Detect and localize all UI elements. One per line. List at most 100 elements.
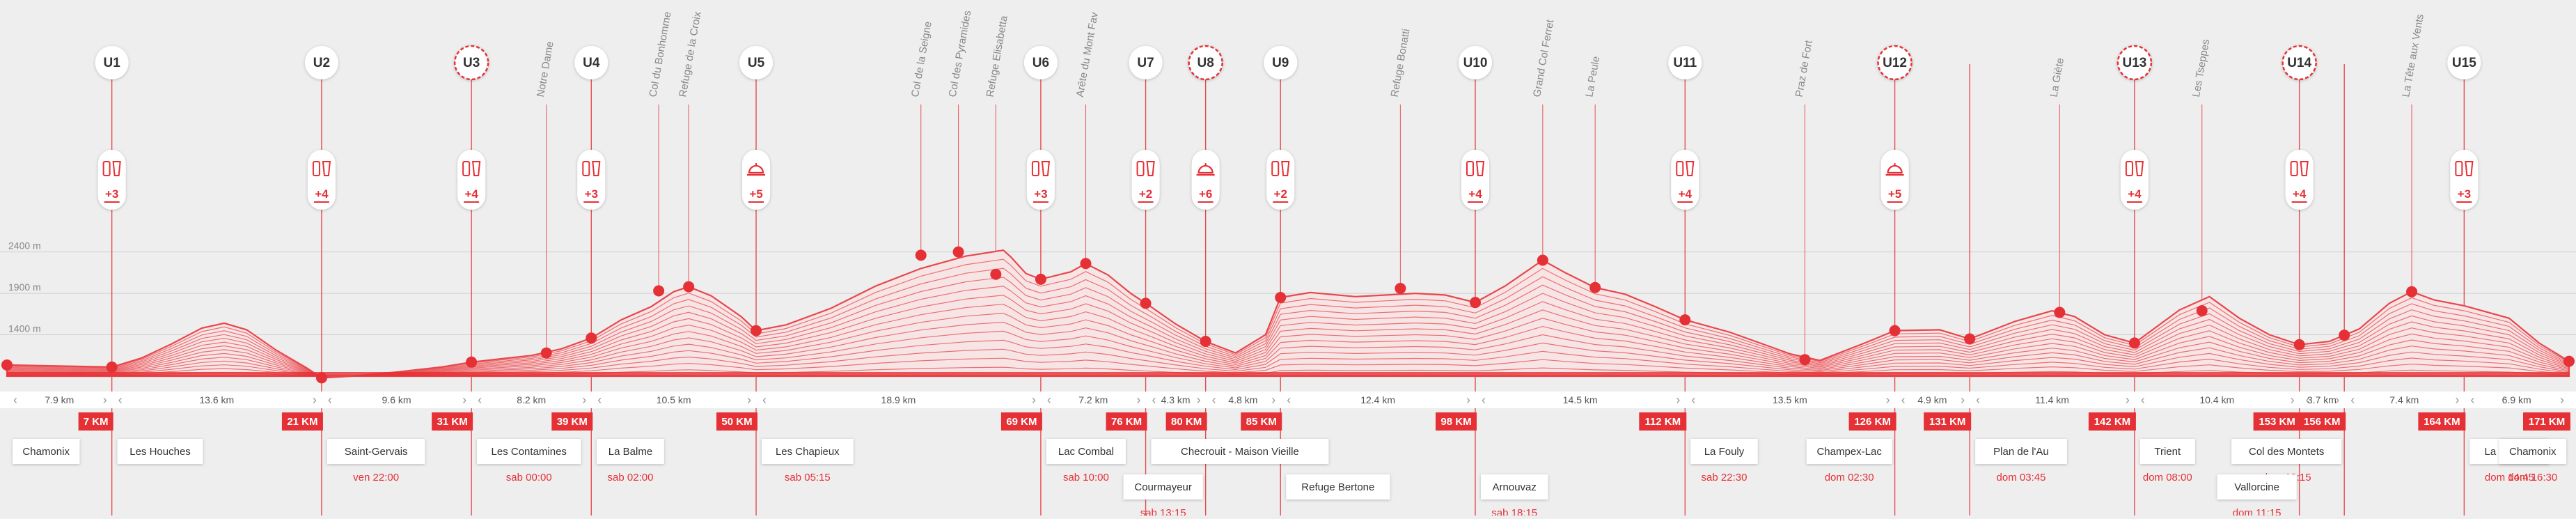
aid-station-badge: [453, 45, 489, 81]
drink-icon: [1136, 161, 1145, 176]
summit-dot: [990, 268, 1002, 280]
segment-right-chevron: ›: [2291, 393, 2295, 407]
distance-bar-bg: [0, 392, 2576, 408]
segment-right-chevron: ›: [1271, 393, 1275, 407]
place-name: Col des Montets: [2249, 446, 2324, 458]
segment-left-chevron: ‹: [2350, 393, 2355, 407]
place-name: Les Contamines: [492, 446, 567, 458]
summit-dot: [2054, 307, 2066, 318]
place-name: La Balme: [608, 446, 652, 458]
summit-label: Arête du Mont Fav: [1074, 11, 1101, 98]
place-name: Champex-Lac: [1816, 446, 1882, 458]
y-tick-label: 1400 m: [8, 323, 41, 334]
place-tag: [1123, 474, 1203, 499]
profile-dot: [751, 325, 762, 336]
aid-station-u6: U6 +3: [1023, 46, 1058, 210]
y-tick-label: 1900 m: [8, 281, 41, 293]
place-name: Courmayeur: [1134, 481, 1192, 493]
segment-distance: 7.9 km: [45, 394, 74, 405]
aid-station-badge: [1264, 46, 1298, 79]
summit-dot: [1395, 282, 1406, 294]
service-count: +4: [315, 187, 329, 201]
place-time: dom 14:45: [2485, 472, 2534, 483]
aid-station-u15: U15 +3: [2447, 46, 2481, 210]
cup-icon: [322, 161, 331, 176]
place-name: Checrouit - Maison Vieille: [1181, 446, 1299, 458]
service-pill: [1026, 150, 1055, 210]
profile-layer: [6, 295, 2570, 378]
km-marker-label: 69 KM: [1006, 416, 1037, 428]
aid-station-label: U4: [583, 56, 600, 70]
aid-station-label: U15: [2452, 56, 2476, 70]
summit-label: Les Tseppes: [2190, 38, 2212, 98]
segment-distance: 12.4 km: [1360, 394, 1395, 405]
place-name: La Fouly: [1704, 446, 1745, 458]
segment-right-chevron: ›: [2560, 393, 2564, 407]
summit-dot: [1589, 281, 1601, 293]
profile-dot: [1035, 273, 1046, 285]
service-count: +3: [2458, 187, 2471, 201]
service-pill: [1880, 150, 1909, 210]
hot-meal-icon: [1197, 164, 1214, 174]
segment-distance: 4.8 km: [1228, 394, 1257, 405]
summit-label: Notre Dame: [535, 40, 556, 98]
segment-left-chevron: ‹: [13, 393, 17, 407]
segment-left-chevron: ‹: [1212, 393, 1216, 407]
segment-left-chevron: ‹: [1901, 393, 1906, 407]
segment-left-chevron: ‹: [2141, 393, 2145, 407]
aid-station-u4: U4 +3: [574, 46, 608, 210]
aid-station-label: U7: [1137, 56, 1154, 70]
place-time: sab 10:00: [1063, 472, 1109, 483]
segment-right-chevron: ›: [462, 393, 466, 407]
service-count: +5: [749, 187, 762, 201]
service-count: +3: [105, 187, 118, 201]
aid-station-label: U13: [2122, 56, 2146, 70]
place-tag: [1481, 474, 1548, 499]
aid-station-u2: U2 +4: [304, 46, 338, 210]
service-pill: [1671, 150, 1699, 210]
profile-dot: [2563, 355, 2575, 367]
profile-layer: [6, 304, 2570, 378]
km-marker-tag: [1165, 412, 1207, 431]
aid-station-u7: U7 +2: [1129, 46, 1163, 210]
place-name: Vallorcine: [2234, 481, 2279, 493]
segment-distance: 7.2 km: [1078, 394, 1108, 405]
segment-distance: 14.5 km: [1563, 394, 1598, 405]
km-marker-label: 21 KM: [287, 416, 317, 428]
km-marker-label: 171 KM: [2529, 416, 2566, 428]
km-marker-tag: [1106, 412, 1147, 431]
segment-left-chevron: ‹: [118, 393, 123, 407]
place-time: sab 13:15: [1140, 507, 1186, 516]
summit-label: Grand Col Ferret: [1531, 18, 1556, 98]
km-marker-label: 31 KM: [437, 416, 468, 428]
place-tag: [1046, 439, 1126, 464]
service-pill: [742, 150, 771, 210]
summit-dot: [1537, 254, 1548, 266]
segment-right-chevron: ›: [1137, 393, 1141, 407]
km-marker-tag: [1436, 412, 1477, 431]
segment-left-chevron: ‹: [1152, 393, 1156, 407]
place-name: Chamonix: [2509, 446, 2557, 458]
profile-dot: [1470, 297, 1482, 309]
km-marker-tag: [716, 412, 758, 431]
place-time: sab 18:15: [1491, 507, 1537, 516]
aid-station-badge: [1459, 46, 1493, 79]
summit-label: Col de la Seigne: [909, 20, 934, 98]
service-count: +4: [2128, 187, 2142, 201]
segment-left-chevron: ‹: [1691, 393, 1695, 407]
place-name: Chamonix: [22, 446, 70, 458]
service-pill: [307, 150, 336, 210]
segment-right-chevron: ›: [1961, 393, 1965, 407]
summit-dot: [1080, 258, 1092, 270]
aid-station-u5: U5 +5: [739, 46, 773, 210]
segment-distance: 13.6 km: [199, 394, 234, 405]
segment-right-chevron: ›: [1466, 393, 1470, 407]
aid-station-u9: U9 +2: [1264, 46, 1298, 210]
place-time: sab 00:00: [506, 472, 552, 483]
km-marker-tag: [2298, 412, 2346, 431]
aid-station-u11: U11 +4: [1668, 46, 1702, 210]
summit-dot: [2196, 305, 2208, 317]
segment-left-chevron: ‹: [1976, 393, 1980, 407]
km-marker-tag: [1639, 412, 1687, 431]
